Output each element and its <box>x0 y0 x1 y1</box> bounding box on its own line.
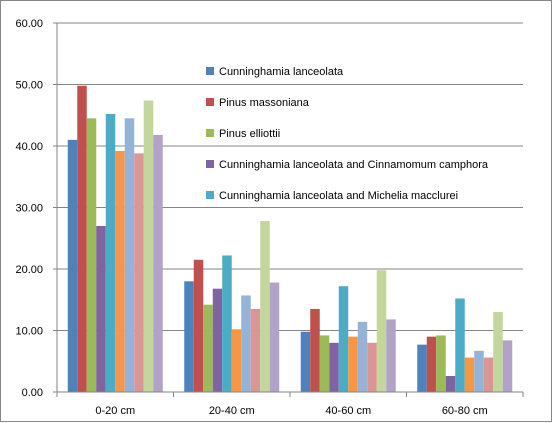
bar <box>115 150 125 392</box>
y-tick-label: 20.00 <box>15 264 43 276</box>
bar <box>86 118 97 392</box>
legend-label: Cunninghamia lanceolata and Cinnamomum c… <box>219 159 489 171</box>
bar <box>212 288 223 392</box>
bar <box>124 118 135 392</box>
bar <box>203 304 213 392</box>
legend-swatch <box>206 67 214 75</box>
bar <box>134 153 144 392</box>
y-tick-label: 40.00 <box>15 141 43 153</box>
y-tick-label: 10.00 <box>15 326 43 338</box>
bar <box>319 335 330 392</box>
legend-label: Pinus elliottii <box>219 128 280 140</box>
y-tick-label: 30.00 <box>15 203 43 215</box>
bar <box>310 308 320 392</box>
legend-label: Pinus massoniana <box>219 97 310 109</box>
bar <box>193 259 204 392</box>
bar <box>300 331 311 392</box>
bar <box>269 282 280 392</box>
bar <box>493 312 503 392</box>
bar <box>77 85 87 392</box>
bar <box>105 114 116 393</box>
bar <box>357 321 368 392</box>
bar <box>436 335 446 392</box>
bar <box>502 340 513 392</box>
bar <box>367 342 377 392</box>
bar <box>222 255 232 392</box>
x-tick-labels: 0-20 cm 20-40 cm 40-60 cm 60-80 cm <box>56 392 524 417</box>
y-tick-labels: 0.00 10.00 20.00 30.00 40.00 50.00 60.00 <box>15 18 57 399</box>
bar <box>348 336 358 392</box>
bar <box>455 298 465 392</box>
bar <box>184 281 194 392</box>
bar <box>483 357 494 392</box>
x-tick-label: 40-60 cm <box>325 405 371 417</box>
bar <box>329 342 339 392</box>
bar <box>386 319 396 392</box>
legend-label: Cunninghamia lanceolata <box>219 66 344 78</box>
y-tick-label: 0.00 <box>22 387 43 399</box>
y-tick-label: 60.00 <box>15 18 43 30</box>
legend: Cunninghamia lanceolata Pinus massoniana P… <box>206 66 489 202</box>
legend-swatch <box>206 129 214 137</box>
bar <box>96 225 106 392</box>
bar <box>464 357 475 392</box>
bar <box>67 139 78 392</box>
bar <box>376 270 387 392</box>
bar <box>445 376 456 392</box>
bar <box>153 134 163 392</box>
bar <box>231 329 242 392</box>
legend-swatch <box>206 98 214 106</box>
bar <box>260 221 270 392</box>
legend-swatch <box>206 191 214 199</box>
bar <box>241 295 251 392</box>
x-tick-label: 60-80 cm <box>442 405 488 417</box>
y-tick-label: 50.00 <box>15 80 43 92</box>
bar <box>143 100 154 393</box>
bar <box>250 308 261 392</box>
legend-swatch <box>206 160 214 168</box>
legend-label: Cunninghamia lanceolata and Michelia mac… <box>219 190 458 202</box>
bar <box>474 350 484 392</box>
bar <box>417 344 427 392</box>
bars <box>67 85 513 393</box>
bar <box>426 336 437 392</box>
x-tick-label: 0-20 cm <box>95 405 135 417</box>
x-tick-label: 20-40 cm <box>209 405 255 417</box>
bar <box>338 286 349 392</box>
